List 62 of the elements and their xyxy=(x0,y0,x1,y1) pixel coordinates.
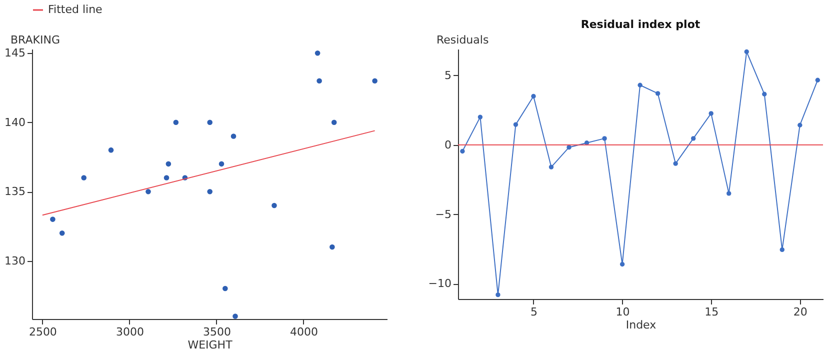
y-tick-label: −5 xyxy=(435,208,452,221)
x-tick-label: 5 xyxy=(530,306,538,318)
point xyxy=(815,78,820,82)
point xyxy=(108,147,114,153)
point xyxy=(207,188,212,194)
point xyxy=(798,122,802,128)
point xyxy=(780,247,784,252)
point xyxy=(566,144,572,150)
point xyxy=(762,92,767,96)
point xyxy=(460,148,465,154)
y-axis-title: BRAKING xyxy=(10,34,60,46)
x-tick-label: 2500 xyxy=(28,326,57,338)
x-tick-label: 20 xyxy=(793,306,808,318)
point xyxy=(81,175,87,180)
x-tick-label: 3000 xyxy=(116,326,144,338)
point xyxy=(50,216,56,222)
point xyxy=(314,50,320,56)
point xyxy=(207,120,212,126)
y-tick-label: −10 xyxy=(428,277,452,290)
x-tick-label: 15 xyxy=(704,306,719,318)
point xyxy=(331,120,337,126)
point xyxy=(673,161,678,166)
point xyxy=(478,114,483,120)
y-axis-title: Residuals xyxy=(436,34,489,46)
point xyxy=(620,262,625,267)
point xyxy=(218,161,224,167)
point xyxy=(173,120,179,126)
point xyxy=(146,188,151,194)
point xyxy=(690,136,696,141)
x-axis-title: Index xyxy=(626,318,657,332)
y-tick-label: 140 xyxy=(4,116,26,129)
point xyxy=(372,78,378,84)
point xyxy=(531,94,536,99)
point xyxy=(548,164,554,170)
x-tick-label: 10 xyxy=(616,306,630,318)
point xyxy=(330,244,335,250)
point xyxy=(164,175,170,180)
chart-title: Residual index plot xyxy=(580,18,700,31)
point xyxy=(708,111,714,116)
point xyxy=(222,286,228,292)
point xyxy=(744,49,749,54)
y-tick-label: 145 xyxy=(4,46,26,60)
x-tick-label: 4000 xyxy=(290,326,318,338)
point xyxy=(638,82,642,88)
point xyxy=(602,136,607,141)
point xyxy=(166,161,172,167)
point xyxy=(272,202,277,208)
y-tick-label: 130 xyxy=(4,254,26,268)
y-tick-label: 5 xyxy=(444,68,452,82)
point xyxy=(230,134,236,139)
point xyxy=(513,122,518,127)
y-tick-label: 135 xyxy=(4,185,26,198)
point xyxy=(316,78,322,84)
x-axis-title: WEIGHT xyxy=(188,338,233,352)
point xyxy=(655,91,660,96)
x-tick-label: 3500 xyxy=(202,326,231,338)
point xyxy=(726,191,732,196)
point xyxy=(59,230,65,236)
legend-label: Fitted line xyxy=(48,3,103,16)
point xyxy=(496,292,500,298)
y-tick-label: 0 xyxy=(444,138,452,152)
point xyxy=(232,314,238,319)
